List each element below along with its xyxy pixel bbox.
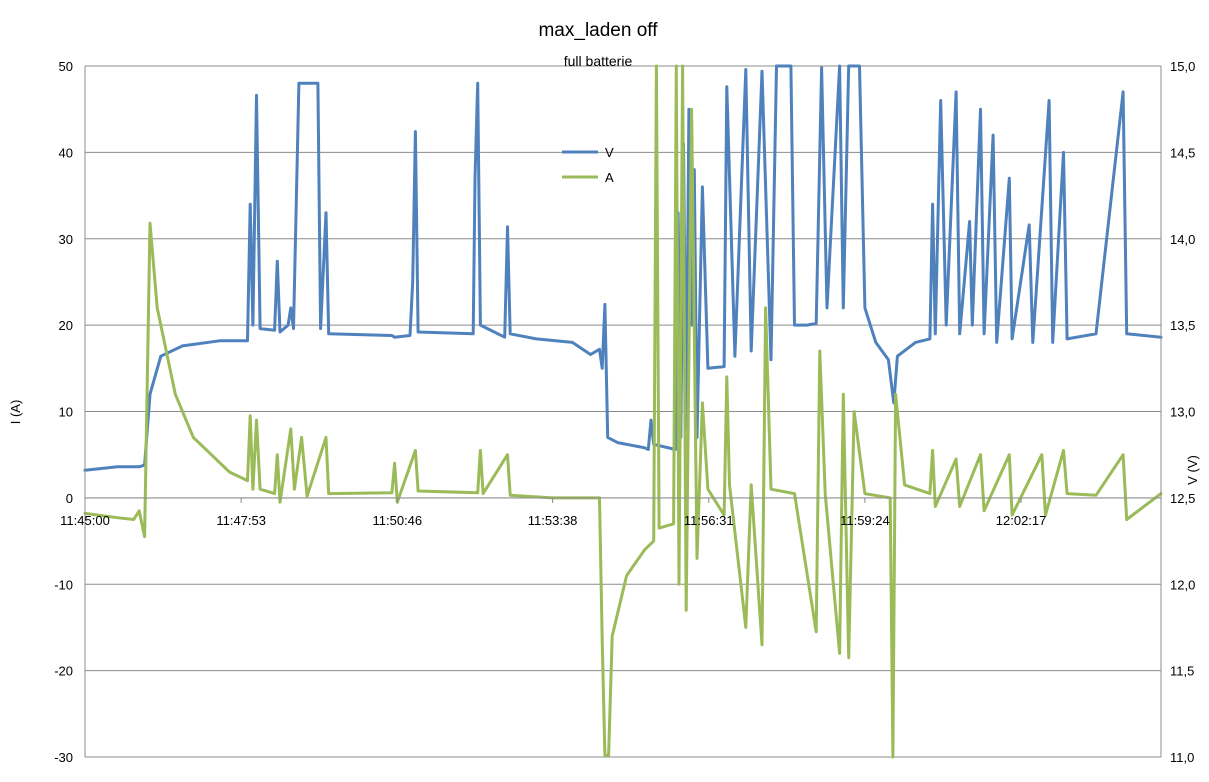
y-axis-right-title: V (V) [1185,455,1200,485]
series-layer [83,64,1163,759]
legend-label-a: A [605,170,614,185]
chart-subtitle: full batterie [564,53,633,69]
y-right-tick-label: 15,0 [1170,59,1195,74]
series-line-a [83,64,1163,759]
y-left-tick-label: -20 [54,664,73,679]
y-right-tick-label: 14,5 [1170,145,1195,160]
y-left-tick-label: 50 [59,59,73,74]
axes: 50 40 30 20 10 0 -10 -20 -30 15,0 14,5 14,0 13,5 13,0… [54,59,1195,765]
y-right-tick-label: 13,5 [1170,318,1195,333]
y-left-tick-label: 30 [59,232,73,247]
legend-label-v: V [605,145,614,160]
y-left-tick-label: -10 [54,577,73,592]
x-tick-label: 11:53:38 [528,513,578,528]
x-tick-label: 11:56:31 [684,513,734,528]
y-axis-left-title: I (A) [8,400,23,425]
y-right-tick-label: 11,5 [1170,664,1194,679]
x-tick-label: 11:59:24 [840,513,890,528]
y-left-tick-label: 20 [59,318,73,333]
x-tick-label: 11:50:46 [373,513,423,528]
y-right-tick-label: 11,0 [1170,750,1194,765]
y-right-tick-label: 12,0 [1170,577,1195,592]
y-right-tick-label: 12,5 [1170,491,1195,506]
legend: V A [562,145,614,185]
y-right-tick-label: 14,0 [1170,232,1195,247]
y-left-tick-label: 40 [59,145,73,160]
y-left-tick-label: 0 [66,491,73,506]
x-tick-label: 12:02:17 [996,513,1047,528]
chart-title: max_laden off [538,20,658,41]
y-right-tick-label: 13,0 [1170,405,1195,420]
series-line-v [83,64,1163,472]
y-left-tick-label: 10 [59,405,73,420]
y-left-tick-label: -30 [54,750,73,765]
x-tick-label: 11:47:53 [216,513,266,528]
x-tick-label: 11:45:00 [60,513,110,528]
